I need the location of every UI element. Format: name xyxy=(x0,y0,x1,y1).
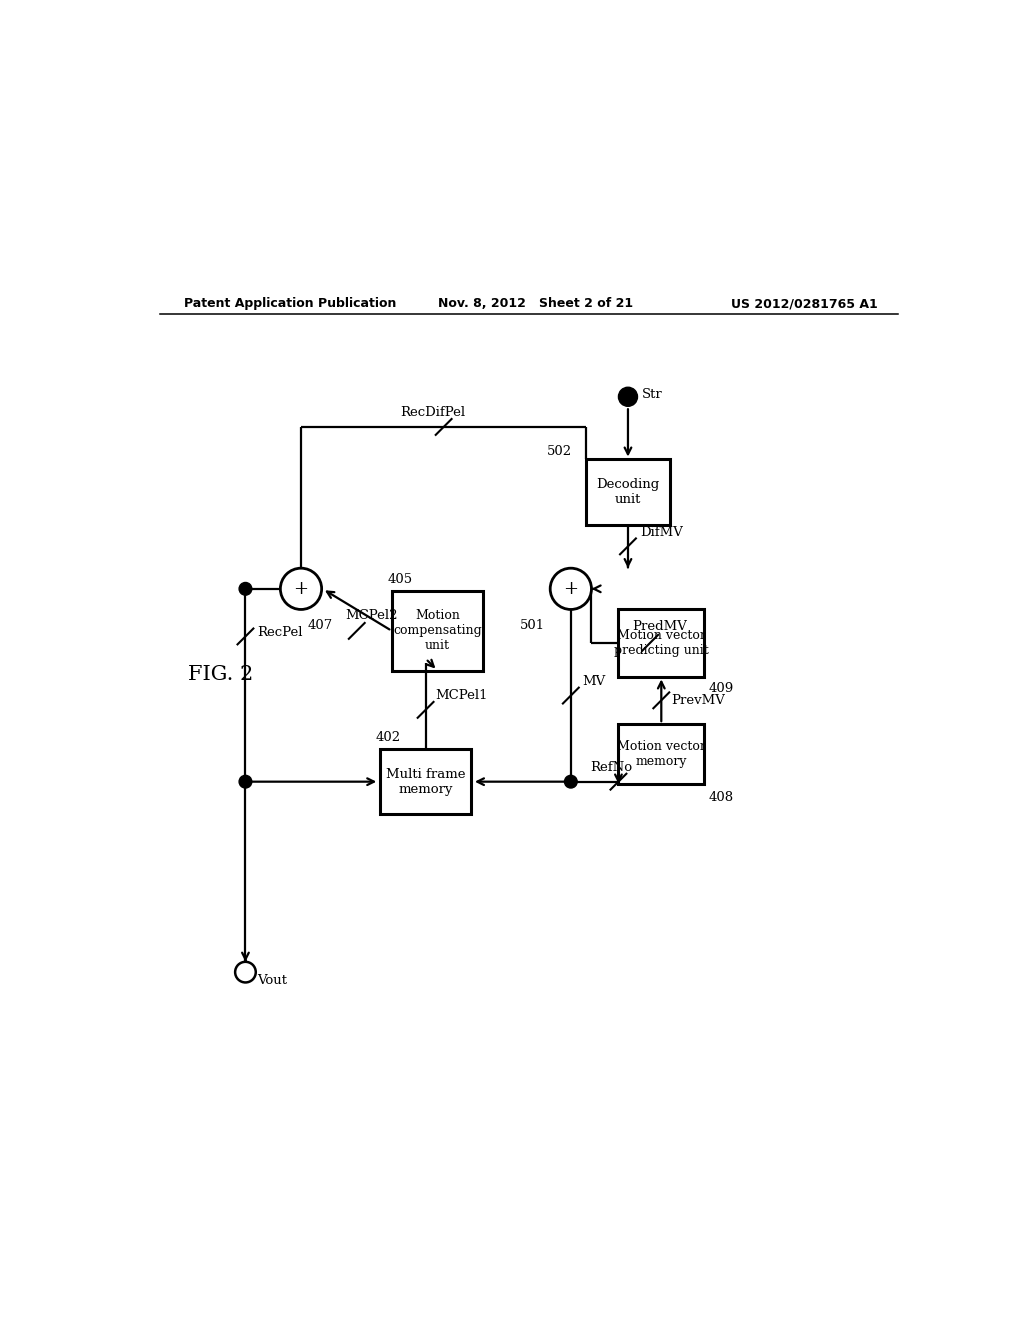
Text: 408: 408 xyxy=(709,792,733,804)
Text: Str: Str xyxy=(642,388,663,401)
Text: Motion
compensating
unit: Motion compensating unit xyxy=(393,610,482,652)
FancyBboxPatch shape xyxy=(380,750,471,814)
Text: 405: 405 xyxy=(388,573,413,586)
Text: Patent Application Publication: Patent Application Publication xyxy=(183,297,396,310)
Text: 407: 407 xyxy=(307,619,333,632)
Circle shape xyxy=(564,775,578,788)
Text: 402: 402 xyxy=(376,731,401,743)
Text: Nov. 8, 2012   Sheet 2 of 21: Nov. 8, 2012 Sheet 2 of 21 xyxy=(437,297,633,310)
Text: MCPel2: MCPel2 xyxy=(345,609,397,622)
Text: Motion vector
predicting unit: Motion vector predicting unit xyxy=(614,628,709,657)
Text: 409: 409 xyxy=(709,682,733,694)
Text: RecDifPel: RecDifPel xyxy=(400,407,465,420)
Text: +: + xyxy=(294,579,308,598)
Circle shape xyxy=(239,775,252,788)
Text: PredMV: PredMV xyxy=(633,620,687,634)
Text: PrevMV: PrevMV xyxy=(671,694,725,706)
Text: MCPel1: MCPel1 xyxy=(435,689,487,702)
Circle shape xyxy=(236,962,256,982)
Text: Motion vector
memory: Motion vector memory xyxy=(616,741,706,768)
FancyBboxPatch shape xyxy=(587,459,670,524)
Text: RecPel: RecPel xyxy=(257,626,303,639)
Text: 501: 501 xyxy=(520,619,545,632)
Circle shape xyxy=(550,568,592,610)
Text: MV: MV xyxy=(583,675,606,688)
Text: Multi frame
memory: Multi frame memory xyxy=(386,768,465,796)
Text: DifMV: DifMV xyxy=(640,525,683,539)
Text: Decoding
unit: Decoding unit xyxy=(596,478,659,506)
FancyBboxPatch shape xyxy=(618,725,705,784)
Text: US 2012/0281765 A1: US 2012/0281765 A1 xyxy=(731,297,878,310)
Text: Vout: Vout xyxy=(257,974,288,986)
Circle shape xyxy=(618,387,638,407)
Text: 502: 502 xyxy=(547,445,571,458)
Text: FIG. 2: FIG. 2 xyxy=(187,665,253,684)
FancyBboxPatch shape xyxy=(618,609,705,677)
Text: +: + xyxy=(563,579,579,598)
Circle shape xyxy=(281,568,322,610)
FancyBboxPatch shape xyxy=(392,591,483,671)
Circle shape xyxy=(239,582,252,595)
Text: RefNo: RefNo xyxy=(591,760,633,774)
